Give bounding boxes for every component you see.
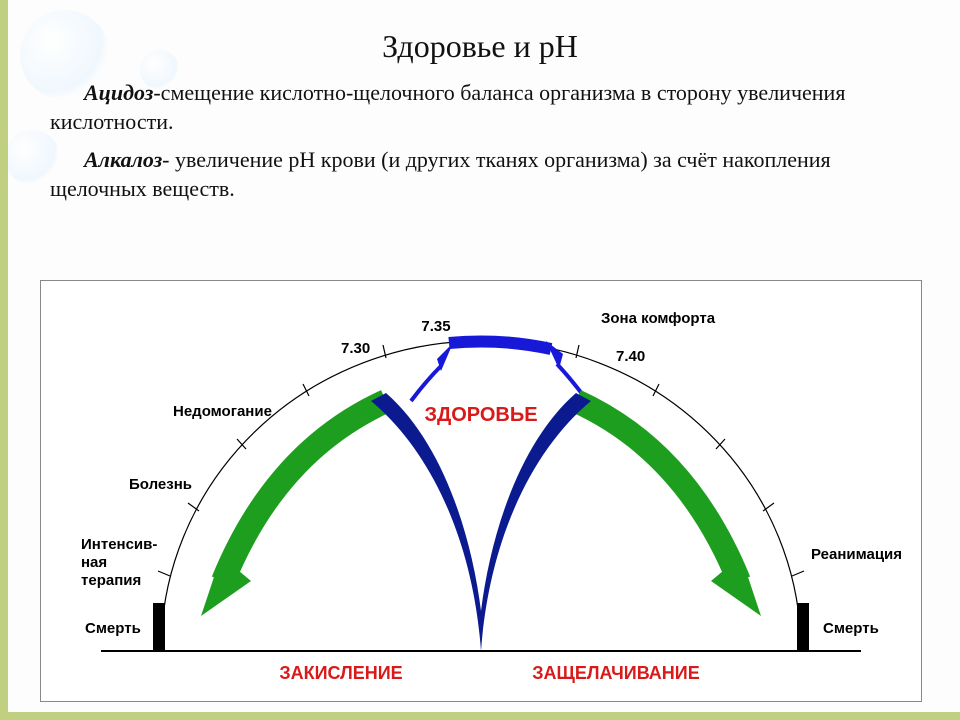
body-text: Ацидоз-смещение кислотно-щелочного балан… <box>0 65 960 203</box>
label-740: 7.40 <box>616 348 645 365</box>
death-bar-right <box>797 603 809 651</box>
ph-diagram: 7.35 Зона комфорта 7.40 7.30 Недомогание… <box>40 280 922 702</box>
green-arrow-right <box>576 401 761 616</box>
term-acidosis: Ацидоз <box>84 80 153 105</box>
label-health: ЗДОРОВЬЕ <box>424 404 537 426</box>
ph-diagram-svg: 7.35 Зона комфорта 7.40 7.30 Недомогание… <box>41 281 921 701</box>
label-death-left: Смерть <box>85 620 141 637</box>
label-reanimatsia: Реанимация <box>811 546 902 563</box>
comfort-pointer-left <box>411 343 453 401</box>
center-wedge <box>371 393 591 651</box>
label-comfort: Зона комфорта <box>601 310 716 327</box>
label-acid: ЗАКИСЛЕНИЕ <box>279 663 402 683</box>
death-bar-left <box>153 603 165 651</box>
label-intensive-1: Интенсив- <box>81 536 157 553</box>
label-intensive-3: терапия <box>81 572 141 589</box>
paragraph-acidosis: Ацидоз-смещение кислотно-щелочного балан… <box>50 79 924 136</box>
comfort-zone-arc <box>449 341 551 349</box>
term-alkalosis: Алкалоз <box>84 147 162 172</box>
label-nedomoganie: Недомогание <box>173 403 272 420</box>
label-730: 7.30 <box>341 340 370 357</box>
comfort-pointer-right <box>546 341 586 399</box>
label-735: 7.35 <box>421 318 450 335</box>
label-death-right: Смерть <box>823 620 879 637</box>
green-arrow-left <box>201 401 386 616</box>
paragraph-alkalosis: Алкалоз- увеличение рН крови (и других т… <box>50 146 924 203</box>
page-title: Здоровье и рН <box>0 0 960 65</box>
label-intensive-2: ная <box>81 554 107 571</box>
term-acidosis-rest: -смещение кислотно-щелочного баланса орг… <box>50 80 845 134</box>
label-bolezn: Болезнь <box>129 476 192 493</box>
term-alkalosis-rest: - увеличение рН крови (и других тканях о… <box>50 147 831 201</box>
label-alkali: ЗАЩЕЛАЧИВАНИЕ <box>532 663 700 683</box>
